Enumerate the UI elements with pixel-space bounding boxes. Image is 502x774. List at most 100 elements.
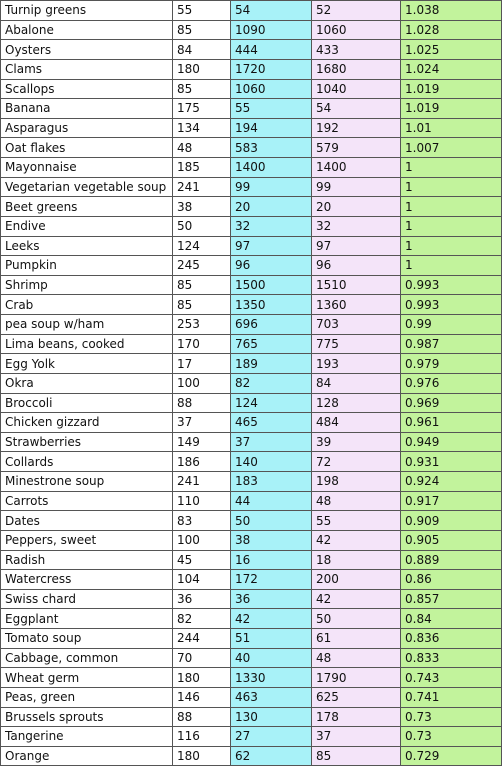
value-a-cell: 175 (172, 98, 231, 119)
table-row: Turnip greens 55 54 52 1.038 (0, 0, 502, 21)
value-c-cell: 48 (311, 490, 401, 512)
value-c-cell: 484 (311, 412, 401, 433)
value-b-cell: 696 (230, 314, 312, 335)
value-b-cell: 1400 (230, 157, 312, 178)
value-b-cell: 50 (230, 510, 312, 531)
value-c-cell: 1510 (311, 274, 401, 296)
value-b-cell: 97 (230, 235, 312, 257)
value-b-cell: 1720 (230, 58, 312, 80)
table-row: Tangerine 116 27 37 0.73 (0, 726, 502, 747)
food-name-cell: Egg Yolk (0, 353, 173, 374)
ratio-cell: 1.019 (400, 98, 502, 119)
value-b-cell: 765 (230, 333, 312, 355)
value-c-cell: 625 (311, 686, 401, 708)
value-c-cell: 50 (311, 608, 401, 629)
value-b-cell: 99 (230, 176, 312, 198)
food-name-cell: Broccoli (0, 392, 173, 414)
value-b-cell: 1500 (230, 274, 312, 296)
ratio-cell: 1.024 (400, 58, 502, 80)
table-row: Asparagus 134 194 192 1.01 (0, 117, 502, 139)
value-b-cell: 444 (230, 39, 312, 60)
ratio-cell: 0.993 (400, 294, 502, 315)
ratio-cell: 0.987 (400, 333, 502, 355)
table-row: Peas, green 146 463 625 0.741 (0, 686, 502, 708)
food-name-cell: Banana (0, 98, 173, 119)
value-a-cell: 36 (172, 588, 231, 610)
ratio-cell: 1 (400, 215, 502, 237)
table-row: Crab 85 1350 1360 0.993 (0, 294, 502, 315)
value-c-cell: 200 (311, 569, 401, 590)
food-name-cell: Peppers, sweet (0, 529, 173, 551)
value-a-cell: 70 (172, 647, 231, 669)
food-name-cell: Swiss chard (0, 588, 173, 610)
ratio-cell: 0.969 (400, 392, 502, 414)
value-a-cell: 170 (172, 333, 231, 355)
table-row: Orange 180 62 85 0.729 (0, 745, 502, 767)
value-a-cell: 134 (172, 117, 231, 139)
food-name-cell: Brussels sprouts (0, 706, 173, 728)
table-row: Tomato soup 244 51 61 0.836 (0, 628, 502, 649)
value-b-cell: 54 (230, 0, 312, 21)
value-a-cell: 37 (172, 412, 231, 433)
food-name-cell: Radish (0, 549, 173, 571)
table-row: Peppers, sweet 100 38 42 0.905 (0, 529, 502, 551)
value-c-cell: 42 (311, 529, 401, 551)
value-c-cell: 32 (311, 215, 401, 237)
value-b-cell: 140 (230, 451, 312, 472)
value-b-cell: 194 (230, 117, 312, 139)
food-name-cell: Carrots (0, 490, 173, 512)
ratio-cell: 0.743 (400, 667, 502, 688)
ratio-cell: 1.019 (400, 78, 502, 100)
value-a-cell: 83 (172, 510, 231, 531)
ratio-cell: 0.976 (400, 372, 502, 394)
value-c-cell: 55 (311, 510, 401, 531)
ratio-cell: 1.025 (400, 39, 502, 60)
table-row: Oat flakes 48 583 579 1.007 (0, 137, 502, 158)
value-c-cell: 579 (311, 137, 401, 158)
table-row: Clams 180 1720 1680 1.024 (0, 58, 502, 80)
value-a-cell: 50 (172, 215, 231, 237)
value-c-cell: 198 (311, 471, 401, 492)
food-name-cell: Crab (0, 294, 173, 315)
value-b-cell: 124 (230, 392, 312, 414)
value-b-cell: 172 (230, 569, 312, 590)
value-b-cell: 16 (230, 549, 312, 571)
value-a-cell: 45 (172, 549, 231, 571)
food-name-cell: Okra (0, 372, 173, 394)
value-a-cell: 55 (172, 0, 231, 21)
value-a-cell: 85 (172, 78, 231, 100)
value-a-cell: 186 (172, 451, 231, 472)
value-b-cell: 1350 (230, 294, 312, 315)
food-name-cell: Asparagus (0, 117, 173, 139)
value-c-cell: 61 (311, 628, 401, 649)
food-name-cell: Turnip greens (0, 0, 173, 21)
value-c-cell: 84 (311, 372, 401, 394)
value-a-cell: 185 (172, 157, 231, 178)
value-b-cell: 37 (230, 431, 312, 453)
value-a-cell: 124 (172, 235, 231, 257)
value-c-cell: 193 (311, 353, 401, 374)
value-a-cell: 85 (172, 294, 231, 315)
value-a-cell: 48 (172, 137, 231, 158)
food-name-cell: Orange (0, 745, 173, 767)
table-row: Okra 100 82 84 0.976 (0, 372, 502, 394)
food-name-cell: Lima beans, cooked (0, 333, 173, 355)
table-row: Banana 175 55 54 1.019 (0, 98, 502, 119)
table-row: Leeks 124 97 97 1 (0, 235, 502, 257)
food-name-cell: Clams (0, 58, 173, 80)
value-b-cell: 27 (230, 726, 312, 747)
value-c-cell: 37 (311, 726, 401, 747)
food-name-cell: Tomato soup (0, 628, 173, 649)
value-b-cell: 1330 (230, 667, 312, 688)
food-name-cell: Pumpkin (0, 255, 173, 276)
ratio-cell: 0.889 (400, 549, 502, 571)
value-c-cell: 20 (311, 196, 401, 217)
ratio-cell: 0.931 (400, 451, 502, 472)
value-a-cell: 180 (172, 58, 231, 80)
table-row: Beet greens 38 20 20 1 (0, 196, 502, 217)
table-row: Wheat germ 180 1330 1790 0.743 (0, 667, 502, 688)
value-b-cell: 465 (230, 412, 312, 433)
ratio-cell: 0.909 (400, 510, 502, 531)
value-a-cell: 100 (172, 372, 231, 394)
